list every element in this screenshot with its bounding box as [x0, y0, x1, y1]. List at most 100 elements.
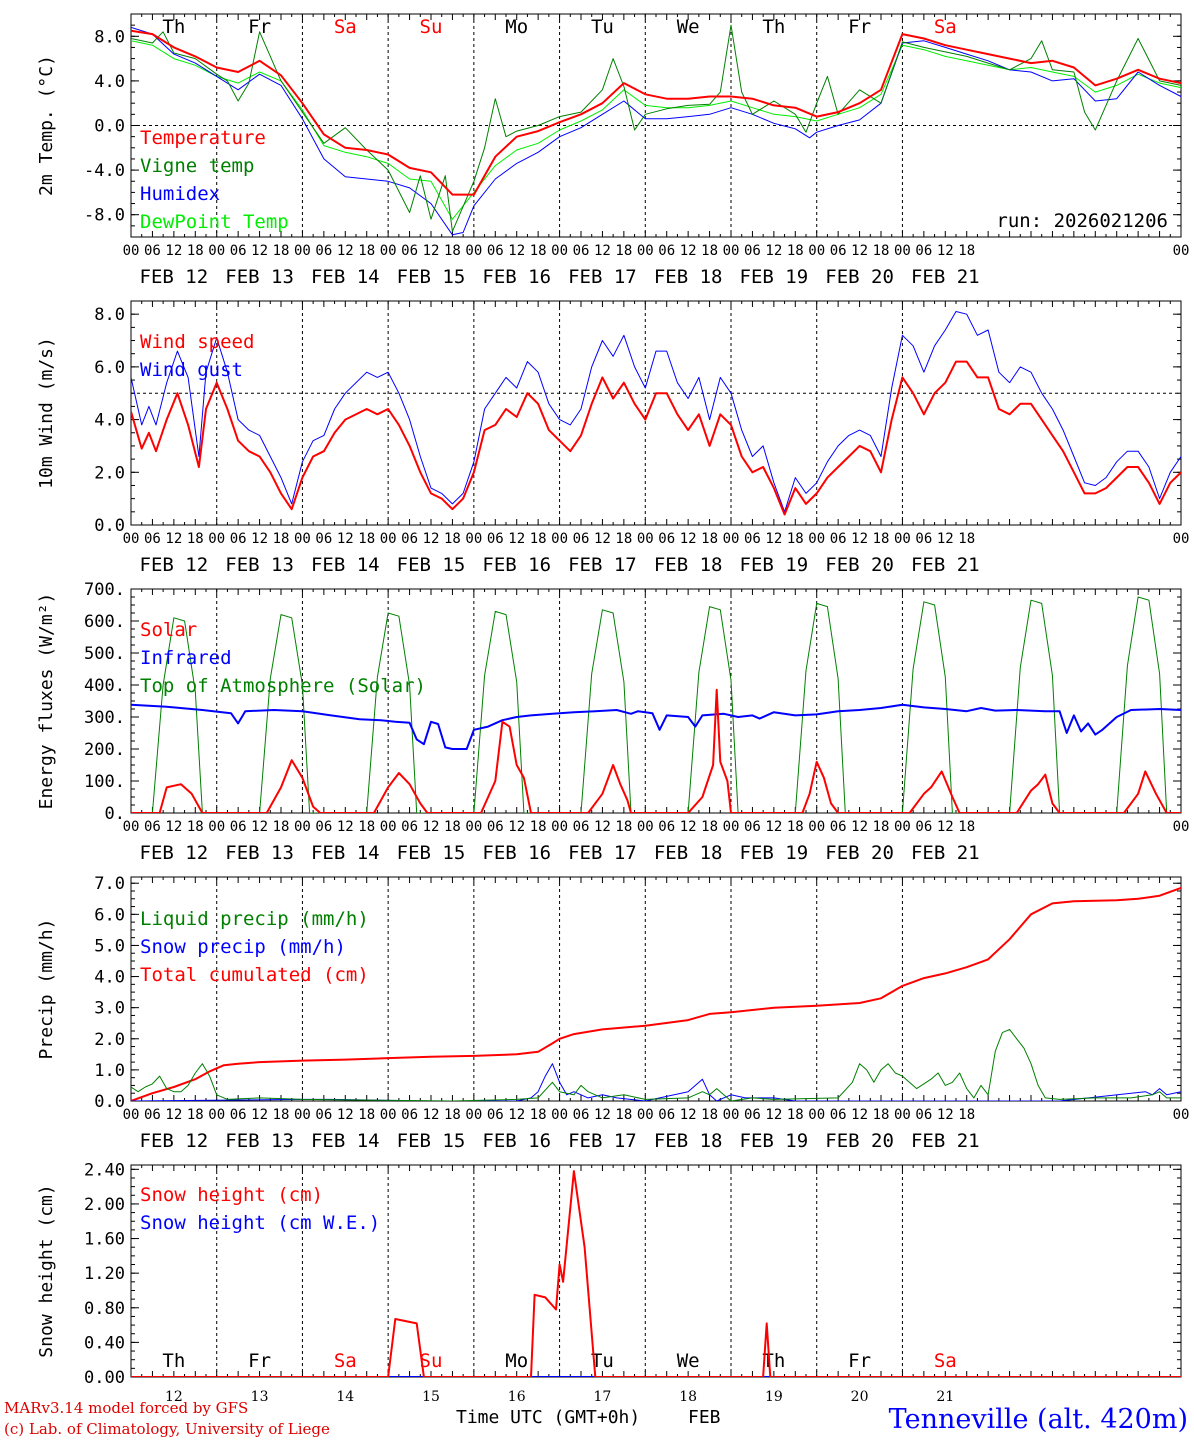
- x-hour-label: 06: [830, 819, 847, 835]
- x-hour-label: 00: [808, 531, 825, 547]
- x-hour-label: 00: [208, 819, 225, 835]
- x-date-label: FEB 14: [311, 842, 380, 864]
- x-hour-label: 00: [551, 243, 568, 259]
- plot-frame: [130, 300, 1182, 526]
- x-hour-label: 00: [723, 531, 740, 547]
- x-hour-label: 06: [144, 531, 161, 547]
- x-date-label: FEB 15: [397, 1130, 466, 1152]
- series-line-solar: [131, 688, 1181, 813]
- y-axis-label: 2m Temp. (°C): [36, 55, 57, 196]
- x-hour-label: 00: [465, 819, 482, 835]
- x-hour-label: 00: [123, 243, 140, 259]
- x-hour-label: 12: [937, 819, 954, 835]
- x-hour-label: 18: [873, 1107, 890, 1123]
- x-hour-label: 12: [937, 531, 954, 547]
- x-hour-label: 06: [744, 243, 761, 259]
- x-hour-label: 00: [551, 1107, 568, 1123]
- x-date-label: FEB 20: [825, 554, 894, 576]
- x-hour-label: 00: [723, 819, 740, 835]
- y-tick-label: 0.0: [94, 117, 125, 137]
- x-hour-label: 00: [123, 819, 140, 835]
- x-hour-label: 12: [423, 243, 440, 259]
- y-tick-label: -4.0: [84, 161, 125, 181]
- x-hour-label: 06: [401, 531, 418, 547]
- x-hour-label: 00: [894, 243, 911, 259]
- x-hour-label: 00: [637, 1107, 654, 1123]
- x-hour-label: 18: [615, 243, 632, 259]
- x-hour-label: 06: [315, 531, 332, 547]
- x-hour-label: 06: [744, 531, 761, 547]
- x-date-label: FEB 18: [654, 842, 723, 864]
- day-name: Sa: [334, 1350, 357, 1372]
- panel-snow: 2.40 2.00 1.60 1.20 0.80 0.40 0.00 Snow height …: [36, 1160, 1182, 1405]
- x-hour-label: 18: [701, 819, 718, 835]
- day-name: Su: [420, 16, 443, 38]
- series-line-vigne-temp: [131, 24, 1181, 232]
- x-hour-label: 00: [294, 243, 311, 259]
- x-date-label: FEB 16: [482, 266, 551, 288]
- x-date-label: FEB 12: [140, 1130, 209, 1152]
- y-axis-label: Energy fluxes (W/m²): [36, 593, 57, 810]
- x-date-label: FEB 18: [654, 554, 723, 576]
- x-date-label: FEB 18: [654, 1130, 723, 1152]
- x-hour-label: 00: [294, 531, 311, 547]
- x-hour-label: 12: [423, 819, 440, 835]
- x-hour-label: 00: [1173, 819, 1190, 835]
- legend-entry: Humidex: [140, 183, 220, 205]
- series-line-temperature: [131, 29, 1181, 196]
- x-hour-label: 06: [315, 819, 332, 835]
- legend-entry: Wind speed: [140, 331, 254, 353]
- x-hour-label: 00: [808, 819, 825, 835]
- y-tick-label: 7.0: [94, 874, 125, 894]
- series-line-wind-gust: [131, 311, 1181, 513]
- x-hour-label: 12: [165, 243, 182, 259]
- x-hour-label: 12: [165, 819, 182, 835]
- day-name: Mo: [505, 1350, 528, 1372]
- series-line-snow-height-cm-: [131, 1170, 1181, 1377]
- day-name: We: [677, 1350, 700, 1372]
- x-date-label: FEB 19: [740, 554, 809, 576]
- day-name: Fr: [848, 1350, 871, 1372]
- x-hour-label: 06: [658, 531, 675, 547]
- x-hour-label: 06: [487, 243, 504, 259]
- legend-entry: Total cumulated (cm): [140, 964, 369, 986]
- x-date-label: FEB 17: [568, 554, 637, 576]
- x-hour-label: 18: [273, 531, 290, 547]
- day-name: Sa: [934, 1350, 957, 1372]
- x-hour-label: 06: [573, 243, 590, 259]
- x-hour-label: 06: [744, 819, 761, 835]
- footer: MARv3.14 model forced by GFS (c) Lab. of…: [4, 1399, 1188, 1438]
- x-date-label: FEB 13: [225, 1130, 294, 1152]
- legend-entry: Temperature: [140, 127, 266, 149]
- y-tick-label: 0.0: [94, 516, 125, 536]
- x-hour-label: 12: [851, 1107, 868, 1123]
- x-date-label: FEB 21: [911, 1130, 980, 1152]
- series-group: [131, 1170, 1181, 1377]
- x-hour-label: 12: [337, 243, 354, 259]
- legend-entry: Snow height (cm): [140, 1184, 323, 1206]
- x-hour-label: 00: [465, 1107, 482, 1123]
- x-date-label: FEB 18: [654, 266, 723, 288]
- y-tick-label: 1.20: [84, 1264, 125, 1284]
- y-tick-label: -8.0: [84, 206, 125, 226]
- x-date-label: FEB 17: [568, 266, 637, 288]
- x-hour-label: 18: [787, 531, 804, 547]
- station-name: Tenneville (alt. 420m): [889, 1404, 1188, 1435]
- x-hour-label: 00: [123, 1107, 140, 1123]
- y-axis-label: Precip (mm/h): [36, 919, 57, 1060]
- legend-entry: Solar: [140, 619, 197, 641]
- x-hour-label: 12: [680, 819, 697, 835]
- x-hour-label: 00: [723, 243, 740, 259]
- series-line-top-of-atmosphere-solar-: [131, 596, 1181, 813]
- x-date-label: FEB 20: [825, 842, 894, 864]
- x-hour-label: 00: [380, 1107, 397, 1123]
- day-name: Sa: [934, 16, 957, 38]
- x-hour-label: 12: [251, 531, 268, 547]
- x-date-label: FEB 12: [140, 266, 209, 288]
- y-axis-label: Snow height (cm): [36, 1184, 57, 1357]
- x-hour-label: 18: [187, 1107, 204, 1123]
- x-hour-label: 18: [958, 1107, 975, 1123]
- x-hour-label: 18: [530, 1107, 547, 1123]
- panel-temp: 8.04.00.0-4.0-8.02m Temp. (°C)00 06 12 18 00…: [36, 13, 1189, 288]
- x-hour-label: 18: [958, 819, 975, 835]
